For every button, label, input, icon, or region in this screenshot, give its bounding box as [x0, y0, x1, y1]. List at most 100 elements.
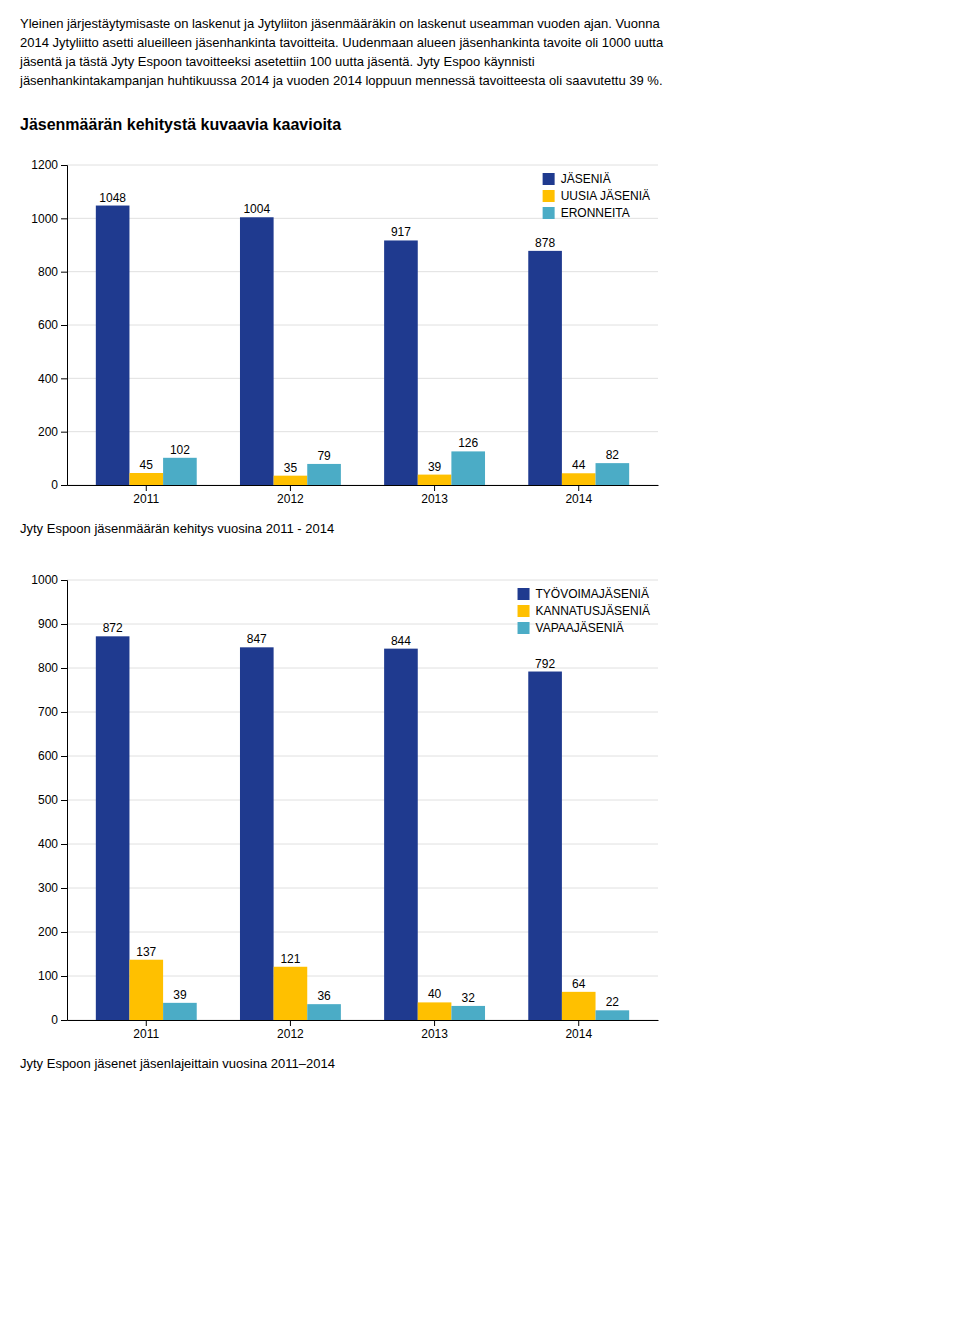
- data-label: 1048: [99, 191, 126, 205]
- data-label: 32: [462, 991, 476, 1005]
- grid-line: [67, 431, 658, 432]
- tick-mark: [146, 1020, 147, 1026]
- bar: [274, 967, 308, 1020]
- bar: [240, 647, 274, 1020]
- bar: [528, 672, 562, 1020]
- y-axis: 01002003004005006007008009001000: [31, 573, 67, 1027]
- legend-item: KANNATUSJÄSENIÄ: [518, 604, 650, 618]
- y-axis: 0 200 400 600 800 1000 1200: [31, 158, 67, 492]
- y-tick: 900: [38, 617, 67, 631]
- grid-line: [67, 668, 658, 669]
- legend-swatch: [518, 588, 530, 600]
- legend-label: VAPAAJÄSENIÄ: [536, 621, 624, 635]
- chart: 8728478447921371214064393632220100200300…: [31, 573, 658, 1040]
- tick-label: 400: [38, 837, 58, 851]
- data-labels: 872847844792137121406439363222: [103, 621, 620, 1009]
- tick-label: 0: [51, 478, 58, 492]
- tick-mark: [61, 668, 67, 669]
- header-line: Yleinen järjestäytymisaste on laskenut j…: [20, 16, 661, 31]
- y-tick: 1200: [31, 158, 67, 172]
- x-tick: 2012: [277, 485, 304, 506]
- legend-label: KANNATUSJÄSENIÄ: [536, 604, 650, 618]
- legend: TYÖVOIMAJÄSENIÄ KANNATUSJÄSENIÄ VAPAAJÄSEN…: [518, 587, 650, 635]
- tick-label: 800: [38, 265, 58, 279]
- tick-mark: [61, 932, 67, 933]
- tick-label: 2013: [421, 492, 448, 506]
- grid-line: [67, 888, 658, 889]
- bar: [240, 217, 274, 485]
- data-label: 872: [103, 621, 123, 635]
- grid-line: [67, 165, 658, 166]
- x-tick: 2011: [133, 1020, 159, 1041]
- y-tick: 300: [38, 881, 67, 895]
- tick-label: 2012: [277, 492, 304, 506]
- tick-mark: [61, 756, 67, 757]
- y-tick: 1000: [31, 573, 67, 587]
- x-tick: 2011: [133, 485, 159, 506]
- data-label: 844: [391, 634, 411, 648]
- grid-line: [67, 712, 658, 713]
- tick-mark: [434, 1020, 435, 1026]
- tick-label: 600: [38, 749, 58, 763]
- x-tick: 2013: [421, 485, 448, 506]
- legend-swatch: [543, 173, 555, 185]
- bar: [129, 473, 163, 485]
- y-tick: 600: [38, 318, 67, 332]
- tick-mark: [290, 1020, 291, 1026]
- grid-line: [67, 800, 658, 801]
- bars: [96, 206, 629, 485]
- tick-mark: [578, 1020, 579, 1026]
- x-tick: 2012: [277, 1020, 304, 1041]
- bar: [562, 992, 596, 1020]
- legend-item: JÄSENIÄ: [543, 172, 611, 186]
- header-line: jäsenhankintakampanjan huhtikuussa 2014 …: [19, 73, 663, 88]
- bar: [384, 649, 418, 1020]
- tick-mark: [61, 485, 67, 486]
- axis-line: [68, 485, 659, 486]
- bar: [163, 1003, 197, 1020]
- tick-mark: [146, 485, 147, 491]
- legend-item: TYÖVOIMAJÄSENIÄ: [518, 587, 649, 601]
- data-label: 22: [606, 995, 620, 1009]
- section-title: Jäsenmäärän kehitystä kuvaavia kaavioita: [20, 116, 341, 133]
- tick-mark: [61, 325, 67, 326]
- y-tick: 400: [38, 372, 67, 386]
- grid-line: [67, 378, 658, 379]
- data-label: 82: [606, 448, 620, 462]
- bar: [384, 240, 418, 485]
- axis-line: [68, 1020, 659, 1021]
- y-tick: 800: [38, 661, 67, 675]
- tick-mark: [61, 580, 67, 581]
- grid: [67, 165, 658, 485]
- bar: [451, 451, 485, 485]
- page: Yleinen järjestäytymisaste on laskenut j…: [0, 0, 960, 1339]
- tick-label: 0: [51, 1013, 58, 1027]
- tick-label: 1000: [31, 212, 58, 226]
- legend: JÄSENIÄUUSIA JÄSENIÄERONNEITA: [543, 172, 650, 220]
- header: Yleinen järjestäytymisaste on laskenut j…: [19, 16, 664, 88]
- y-tick: 400: [38, 837, 67, 851]
- tick-mark: [61, 378, 67, 379]
- tick-mark: [61, 165, 67, 166]
- data-label: 121: [280, 952, 300, 966]
- data-label: 126: [458, 436, 478, 450]
- tick-label: 400: [38, 372, 58, 386]
- data-label: 792: [535, 657, 555, 671]
- y-tick: 200: [38, 425, 67, 439]
- tick-label: 200: [38, 425, 58, 439]
- data-label: 878: [535, 236, 555, 250]
- series: [163, 451, 629, 485]
- grid-line: [67, 932, 658, 933]
- bar: [418, 1002, 452, 1020]
- tick-label: 2013: [421, 1027, 448, 1041]
- tick-mark: [61, 218, 67, 219]
- data-label: 1004: [243, 202, 270, 216]
- bar: [528, 251, 562, 485]
- header-line: 2014 Jytyliitto asetti alueilleen jäsenh…: [20, 35, 664, 50]
- bar: [562, 473, 596, 485]
- tick-mark: [61, 844, 67, 845]
- tick-label: 1000: [31, 573, 58, 587]
- x-tick: 2013: [421, 1020, 448, 1041]
- tick-mark: [61, 272, 67, 273]
- bar: [596, 1010, 630, 1020]
